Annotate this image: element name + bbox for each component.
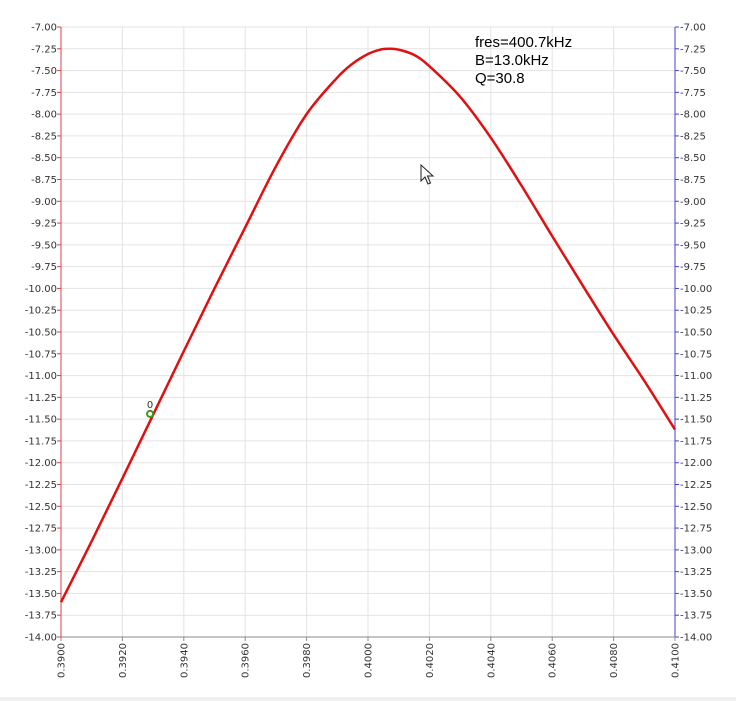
y-tick-label-right: -12.25	[680, 480, 712, 491]
y-tick-label-right: -7.00	[680, 23, 706, 34]
y-tick-label-left: -14.00	[25, 633, 57, 644]
x-tick-label: 0.3960	[241, 643, 252, 678]
x-tick-label: 0.4060	[548, 643, 559, 678]
y-tick-label-right: -11.75	[680, 436, 712, 447]
marker-label: 0	[147, 400, 153, 411]
y-tick-label-left: -8.75	[31, 175, 57, 186]
y-tick-label-right: -9.25	[680, 219, 706, 230]
y-tick-label-right: -13.50	[680, 589, 712, 600]
y-tick-label-left: -11.75	[25, 436, 57, 447]
x-tick-label: 0.4020	[425, 643, 436, 678]
y-tick-label-right: -7.75	[680, 88, 706, 99]
y-tick-label-left: -10.00	[25, 284, 57, 295]
y-tick-label-left: -7.00	[31, 23, 57, 34]
y-tick-label-right: -8.75	[680, 175, 706, 186]
y-tick-label-left: -8.25	[31, 131, 57, 142]
y-tick-label-left: -9.50	[31, 240, 57, 251]
x-tick-label: 0.4100	[671, 643, 682, 678]
y-tick-label-right: -13.00	[680, 545, 712, 556]
y-tick-label-right: -9.75	[680, 262, 706, 273]
y-tick-label-left: -10.50	[25, 328, 57, 339]
y-tick-label-left: -13.25	[25, 567, 57, 578]
y-tick-label-right: -11.50	[680, 415, 712, 426]
y-tick-label-left: -9.75	[31, 262, 57, 273]
x-tick-label: 0.3980	[302, 643, 313, 678]
y-tick-label-left: -13.75	[25, 611, 57, 622]
annotation-line-1: B=13.0kHz	[475, 52, 549, 69]
y-tick-label-left: -7.25	[31, 44, 57, 55]
y-tick-label-left: -9.25	[31, 219, 57, 230]
y-tick-label-left: -12.75	[25, 524, 57, 535]
y-tick-label-right: -11.00	[680, 371, 712, 382]
annotation-line-0: fres=400.7kHz	[475, 34, 572, 51]
y-tick-label-left: -12.25	[25, 480, 57, 491]
x-tick-label: 0.4040	[486, 643, 497, 678]
y-tick-label-left: -10.75	[25, 349, 57, 360]
x-tick-label: 0.3920	[118, 643, 129, 678]
y-tick-label-left: -11.25	[25, 393, 57, 404]
y-tick-label-left: -12.00	[25, 458, 57, 469]
y-tick-label-right: -13.75	[680, 611, 712, 622]
y-tick-label-left: -8.50	[31, 153, 57, 164]
y-tick-label-left: -13.50	[25, 589, 57, 600]
x-tick-label: 0.4000	[364, 643, 375, 678]
x-tick-label: 0.3900	[57, 643, 68, 678]
y-tick-label-right: -8.00	[680, 110, 706, 121]
y-tick-label-right: -10.00	[680, 284, 712, 295]
y-axis-left-ticks: -7.00 -7.25 -7.50 -7.75 -8.00 -8.25 -8.50 -8.75…	[25, 23, 61, 644]
annotation-line-2: Q=30.8	[475, 70, 525, 87]
y-tick-label-right: -10.75	[680, 349, 712, 360]
y-tick-label-right: -12.75	[680, 524, 712, 535]
y-tick-label-right: -10.50	[680, 328, 712, 339]
y-tick-label-right: -7.50	[680, 66, 706, 77]
y-tick-label-left: -11.00	[25, 371, 57, 382]
y-tick-label-left: -9.00	[31, 197, 57, 208]
y-tick-label-left: -10.25	[25, 306, 57, 317]
y-tick-label-right: -13.25	[680, 567, 712, 578]
y-tick-label-right: -14.00	[680, 633, 712, 644]
marker-group[interactable]: 0	[147, 400, 153, 417]
x-tick-label: 0.4080	[609, 643, 620, 678]
y-tick-label-left: -7.75	[31, 88, 57, 99]
y-tick-label-right: -12.50	[680, 502, 712, 513]
y-tick-label-right: -12.00	[680, 458, 712, 469]
y-tick-label-left: -8.00	[31, 110, 57, 121]
marker-point[interactable]	[147, 411, 153, 417]
y-tick-label-right: -8.25	[680, 131, 706, 142]
y-tick-label-right: -9.00	[680, 197, 706, 208]
y-tick-label-right: -8.50	[680, 153, 706, 164]
bottom-strip	[0, 697, 736, 701]
y-tick-label-right: -11.25	[680, 393, 712, 404]
y-tick-label-left: -7.50	[31, 66, 57, 77]
y-tick-label-left: -13.00	[25, 545, 57, 556]
y-tick-label-right: -9.50	[680, 240, 706, 251]
x-tick-label: 0.3940	[179, 643, 190, 678]
y-tick-label-right: -7.25	[680, 44, 706, 55]
y-tick-label-right: -10.25	[680, 306, 712, 317]
y-tick-label-left: -12.50	[25, 502, 57, 513]
y-tick-label-left: -11.50	[25, 415, 57, 426]
